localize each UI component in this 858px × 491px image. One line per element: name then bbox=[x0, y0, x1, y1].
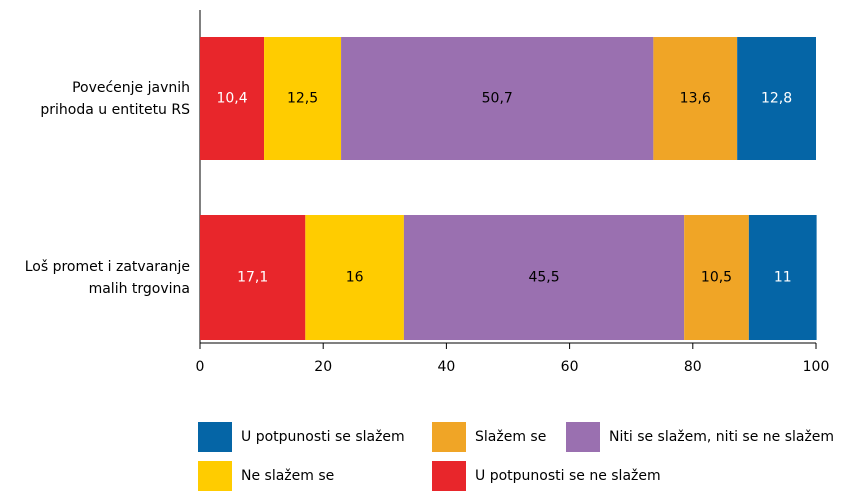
data-label: 12,8 bbox=[761, 91, 792, 107]
data-label: 10,4 bbox=[216, 91, 247, 107]
legend-label: Slažem se bbox=[475, 429, 546, 445]
legend-label: U potpunosti se slažem bbox=[241, 429, 405, 445]
bar-segment bbox=[200, 215, 306, 340]
legend-label: Niti se slažem, niti se ne slažem bbox=[609, 429, 834, 445]
data-label: 50,7 bbox=[482, 91, 513, 107]
bar-segment bbox=[305, 215, 404, 340]
x-tick-label: 60 bbox=[561, 359, 579, 375]
y-tick-label: Loš promet i zatvaranje malih trgovina bbox=[24, 258, 190, 297]
bar-segment bbox=[264, 37, 342, 160]
data-label: 11 bbox=[774, 270, 792, 286]
data-label: 16 bbox=[346, 270, 364, 286]
bar-segment bbox=[403, 215, 685, 340]
x-tick-label: 20 bbox=[314, 359, 332, 375]
bar-segment bbox=[748, 215, 817, 340]
legend-swatch bbox=[432, 422, 466, 452]
bar-segment bbox=[200, 37, 265, 160]
data-label: 12,5 bbox=[287, 91, 318, 107]
data-label: 45,5 bbox=[528, 270, 559, 286]
bar-segment bbox=[737, 37, 816, 160]
bar-segment bbox=[653, 37, 738, 160]
y-tick-label: Povećenje javnih prihoda u entitetu RS bbox=[40, 79, 190, 118]
legend-label: U potpunosti se ne slažem bbox=[475, 468, 661, 484]
legend-swatch bbox=[566, 422, 600, 452]
x-tick-label: 80 bbox=[684, 359, 702, 375]
data-label: 17,1 bbox=[237, 270, 268, 286]
bar-segment bbox=[341, 37, 654, 160]
bar-segment bbox=[684, 215, 749, 340]
legend-swatch bbox=[198, 461, 232, 491]
x-tick-label: 40 bbox=[437, 359, 455, 375]
x-tick-label: 100 bbox=[803, 359, 830, 375]
legend-swatch bbox=[432, 461, 466, 491]
legend-label: Ne slažem se bbox=[241, 468, 334, 484]
x-tick-label: 0 bbox=[196, 359, 205, 375]
data-label: 13,6 bbox=[680, 91, 711, 107]
legend-swatch bbox=[198, 422, 232, 452]
data-label: 10,5 bbox=[701, 270, 732, 286]
